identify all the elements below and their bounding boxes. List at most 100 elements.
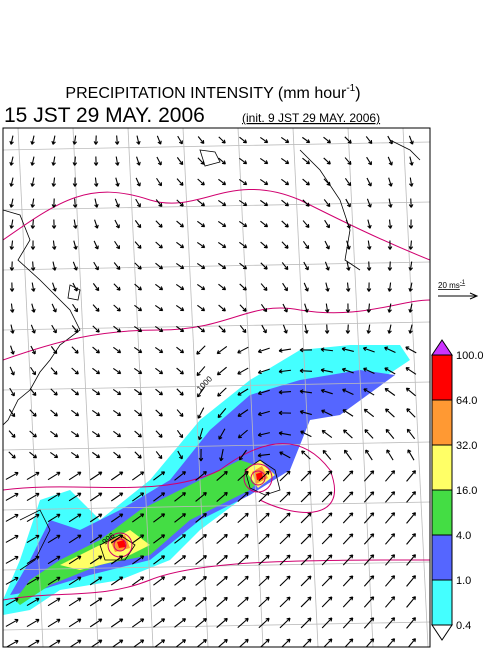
wind-arrow <box>47 576 61 586</box>
wind-arrow <box>260 241 268 249</box>
wind-arrow <box>239 283 247 291</box>
wind-arrow <box>303 282 309 292</box>
wind-arrow <box>68 513 82 523</box>
wind-arrow <box>196 345 206 355</box>
wind-arrow <box>114 219 120 229</box>
wind-arrow <box>363 408 375 418</box>
wind-arrow <box>176 346 185 354</box>
wind-arrow <box>408 198 414 208</box>
wind-arrow <box>176 220 184 228</box>
wind-arrow <box>110 513 124 523</box>
reference-vector-exponent: -1 <box>460 280 466 286</box>
wind-arrow <box>300 596 312 608</box>
wind-arrow <box>258 533 270 545</box>
wind-arrow <box>323 136 331 144</box>
wind-arrow <box>218 157 226 165</box>
wind-arrow <box>408 240 414 250</box>
wind-arrow <box>366 324 371 334</box>
wind-arrow <box>68 618 82 628</box>
wind-arrow <box>279 470 291 482</box>
wind-arrow <box>110 597 124 607</box>
wind-arrow <box>300 575 312 587</box>
wind-arrow <box>406 408 416 418</box>
colorbar-label: 16.0 <box>456 485 477 497</box>
wind-arrow <box>30 135 35 145</box>
wind-arrow <box>68 534 82 544</box>
wind-arrow <box>257 410 270 417</box>
wind-arrow <box>300 470 312 482</box>
wind-arrow <box>177 450 183 460</box>
wind-arrow <box>155 388 163 396</box>
wind-arrow <box>384 367 396 375</box>
wind-arrow <box>195 471 207 481</box>
wind-arrow <box>366 156 372 166</box>
wind-arrow <box>385 533 396 545</box>
wind-arrow <box>112 389 122 396</box>
wind-arrow <box>114 198 120 208</box>
wind-arrow <box>281 262 289 271</box>
wind-arrow <box>51 177 57 187</box>
wind-arrow <box>387 135 393 145</box>
wind-arrow <box>136 156 141 166</box>
wind-arrow <box>367 219 372 229</box>
wind-arrow <box>365 136 373 145</box>
wind-arrow <box>30 177 35 187</box>
init-time: (init. 9 JST 29 MAY. 2006) <box>242 111 380 125</box>
wind-arrow <box>300 512 312 524</box>
wind-arrow <box>363 617 375 629</box>
wind-arrow <box>155 262 164 270</box>
wind-arrow <box>89 597 103 607</box>
wind-arrow <box>302 157 311 165</box>
wind-arrow <box>342 388 354 396</box>
wind-arrow <box>363 512 375 524</box>
wind-arrow <box>176 178 184 186</box>
wind-arrow <box>113 304 121 312</box>
wind-arrow <box>197 304 206 312</box>
wind-arrow <box>218 136 226 144</box>
wind-arrow <box>385 512 396 524</box>
wind-arrow <box>366 198 372 208</box>
parallel <box>3 501 430 511</box>
wind-arrow <box>134 220 142 229</box>
wind-arrow <box>89 555 103 565</box>
wind-arrow <box>91 430 101 438</box>
wind-arrow <box>110 534 124 544</box>
wind-arrow <box>386 638 396 647</box>
wind-arrow <box>5 534 19 543</box>
wind-arrow <box>387 156 393 166</box>
wind-arrow <box>153 513 166 523</box>
wind-arrow <box>387 282 393 292</box>
wind-arrow <box>323 178 331 186</box>
wind-arrow <box>112 367 122 375</box>
wind-arrow <box>174 471 187 481</box>
wind-arrow <box>50 409 58 417</box>
wind-arrow <box>26 639 40 647</box>
wind-arrow <box>92 367 101 375</box>
wind-arrow <box>300 554 312 566</box>
wind-arrow <box>217 638 228 647</box>
wind-arrow <box>153 492 166 502</box>
wind-arrow <box>325 303 330 313</box>
wind-arrow <box>346 240 351 250</box>
wind-arrow <box>30 219 36 229</box>
wind-arrow <box>155 241 163 249</box>
wind-arrow <box>5 513 19 522</box>
wind-arrow <box>110 555 124 565</box>
wind-arrow <box>257 389 270 396</box>
wind-arrow <box>26 618 40 628</box>
colorbar-cap <box>431 339 453 356</box>
wind-arrow <box>408 324 413 334</box>
wind-arrow <box>30 366 37 376</box>
wind-arrow <box>363 533 375 545</box>
wind-arrow <box>278 348 292 353</box>
wind-arrow <box>321 470 333 482</box>
wind-arrow <box>238 178 248 186</box>
wind-arrow <box>47 513 61 523</box>
title-text: PRECIPITATION INTENSITY (mm hour <box>65 85 347 102</box>
wind-arrow <box>110 471 124 481</box>
wind-arrow <box>72 135 77 145</box>
wind-arrow <box>132 471 145 481</box>
wind-arrow <box>155 220 163 228</box>
wind-arrow <box>174 555 187 565</box>
wind-arrow <box>302 199 310 207</box>
